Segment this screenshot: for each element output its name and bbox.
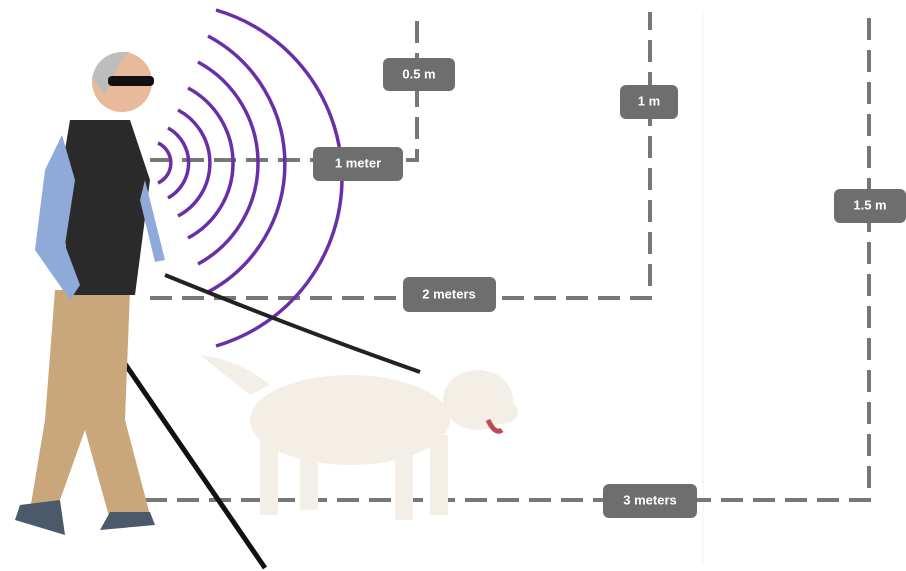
distance-label: 1.5 m	[853, 197, 886, 212]
distance-label: 1 meter	[335, 155, 381, 170]
distance-label: 0.5 m	[402, 66, 435, 81]
diagram: 0.5 m 1 meter 1 m 2 meters 1.5 m 3 meter…	[0, 0, 906, 571]
distance-label: 1 m	[638, 93, 660, 108]
dog	[200, 355, 518, 520]
distance-label: 2 meters	[422, 286, 475, 301]
distance-label: 3 meters	[623, 492, 676, 507]
page: 0.5 m 1 meter 1 m 2 meters 1.5 m 3 meter…	[0, 0, 906, 571]
